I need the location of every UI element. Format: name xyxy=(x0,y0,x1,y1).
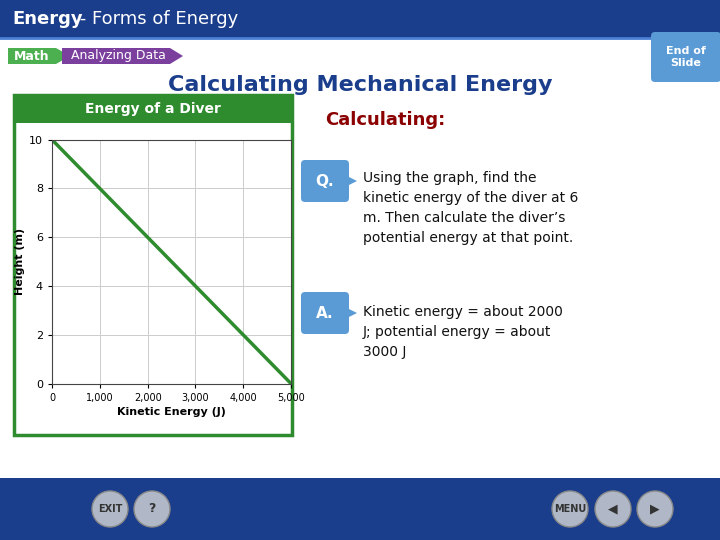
FancyBboxPatch shape xyxy=(301,160,349,202)
Text: MENU: MENU xyxy=(554,504,586,514)
Polygon shape xyxy=(0,466,720,478)
Text: ◀: ◀ xyxy=(608,503,618,516)
Polygon shape xyxy=(343,306,357,320)
FancyBboxPatch shape xyxy=(0,0,720,38)
Text: Math: Math xyxy=(14,50,50,63)
Text: Energy: Energy xyxy=(12,10,83,28)
Polygon shape xyxy=(0,40,720,472)
Text: Kinetic energy = about 2000
J; potential energy = about
3000 J: Kinetic energy = about 2000 J; potential… xyxy=(363,305,563,359)
X-axis label: Kinetic Energy (J): Kinetic Energy (J) xyxy=(117,407,226,417)
Polygon shape xyxy=(62,48,183,64)
Text: Calculating Mechanical Energy: Calculating Mechanical Energy xyxy=(168,75,552,95)
Circle shape xyxy=(134,491,170,527)
Text: Using the graph, find the
kinetic energy of the diver at 6
m. Then calculate the: Using the graph, find the kinetic energy… xyxy=(363,171,578,245)
Text: - Forms of Energy: - Forms of Energy xyxy=(74,10,238,28)
Polygon shape xyxy=(0,478,720,540)
Text: Q.: Q. xyxy=(315,173,334,188)
Text: Calculating:: Calculating: xyxy=(325,111,445,129)
FancyBboxPatch shape xyxy=(14,95,292,435)
Polygon shape xyxy=(0,38,720,478)
Circle shape xyxy=(595,491,631,527)
FancyBboxPatch shape xyxy=(651,32,720,82)
Text: ?: ? xyxy=(148,503,156,516)
FancyBboxPatch shape xyxy=(0,36,720,478)
Circle shape xyxy=(552,491,588,527)
Text: End of
Slide: End of Slide xyxy=(666,46,706,68)
Circle shape xyxy=(637,491,673,527)
Y-axis label: Height (m): Height (m) xyxy=(15,228,24,295)
Circle shape xyxy=(92,491,128,527)
FancyBboxPatch shape xyxy=(14,95,292,123)
FancyBboxPatch shape xyxy=(301,292,349,334)
Text: A.: A. xyxy=(316,306,334,321)
Text: ▶: ▶ xyxy=(650,503,660,516)
Polygon shape xyxy=(8,48,70,64)
Polygon shape xyxy=(343,174,357,188)
Text: EXIT: EXIT xyxy=(98,504,122,514)
Text: Analyzing Data: Analyzing Data xyxy=(71,50,166,63)
Text: Energy of a Diver: Energy of a Diver xyxy=(85,102,221,116)
